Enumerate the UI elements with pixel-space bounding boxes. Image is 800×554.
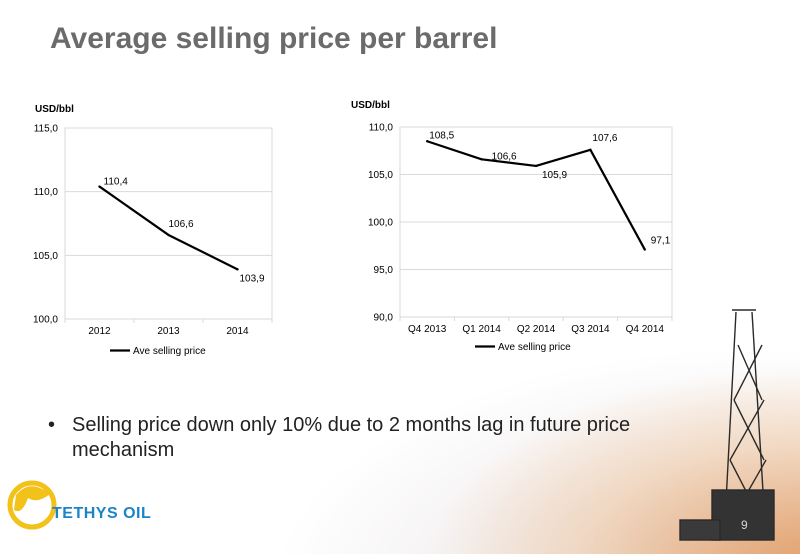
y-tick-label: 105,0 <box>368 170 393 181</box>
x-tick-label: Q2 2014 <box>517 324 556 335</box>
tethys-oil-logo-mark <box>7 480 57 530</box>
data-label: 97,1 <box>651 236 671 247</box>
data-label: 103,9 <box>240 273 265 284</box>
data-label: 106,6 <box>492 151 517 162</box>
y-tick-label: 110,0 <box>34 187 59 198</box>
data-point <box>98 185 101 188</box>
drilling-rig-icon <box>679 309 775 541</box>
chart-quarterly-price: USD/bbl 90,0 95,0 100,0 105,0 110,0 Q4 2013 Q1 … <box>351 100 673 353</box>
data-point <box>643 248 646 251</box>
x-tick-label: 2012 <box>88 326 111 337</box>
unit-label: USD/bbl <box>351 100 390 111</box>
data-point <box>589 148 592 151</box>
legend-label: Ave selling price <box>498 342 571 353</box>
y-tick-label: 90,0 <box>374 313 394 324</box>
data-point <box>426 140 429 143</box>
x-tick-label: Q4 2014 <box>626 324 665 335</box>
bullet-dot-icon: • <box>48 414 56 436</box>
legend-label: Ave selling price <box>133 346 206 357</box>
plot-area <box>64 127 273 320</box>
bullet-text: Selling price down only 10% due to 2 mon… <box>72 414 631 461</box>
plot-area <box>399 126 673 318</box>
data-point <box>236 268 239 271</box>
chart-annual-price: USD/bbl 100,0 105,0 110,0 115,0 2012 2013 2014 1… <box>33 104 273 357</box>
y-tick-label: 100,0 <box>368 218 393 229</box>
x-tick-label: Q4 2013 <box>408 324 447 335</box>
page-number: 9 <box>741 518 748 532</box>
data-point <box>480 158 483 161</box>
series-line <box>426 140 646 251</box>
data-point <box>534 164 538 168</box>
data-label: 105,9 <box>542 170 567 181</box>
y-tick-label: 115,0 <box>34 124 59 135</box>
x-tick-label: Q3 2014 <box>571 324 610 335</box>
y-tick-label: 95,0 <box>374 265 394 276</box>
data-point <box>167 233 170 237</box>
data-label: 110,4 <box>104 177 129 188</box>
data-label: 106,6 <box>169 219 194 230</box>
data-label: 107,6 <box>592 133 617 144</box>
x-tick-label: Q1 2014 <box>462 324 501 335</box>
unit-label: USD/bbl <box>35 104 74 115</box>
x-tick-label: 2013 <box>157 326 180 337</box>
data-label: 108,5 <box>429 130 454 141</box>
x-tick-label: 2014 <box>226 326 249 337</box>
y-tick-label: 110,0 <box>369 123 394 134</box>
page-title: Average selling price per barrel <box>50 22 498 55</box>
y-tick-label: 105,0 <box>33 251 58 262</box>
y-tick-label: 100,0 <box>33 315 58 326</box>
logo-wordmark: TETHYS OIL <box>52 505 152 522</box>
